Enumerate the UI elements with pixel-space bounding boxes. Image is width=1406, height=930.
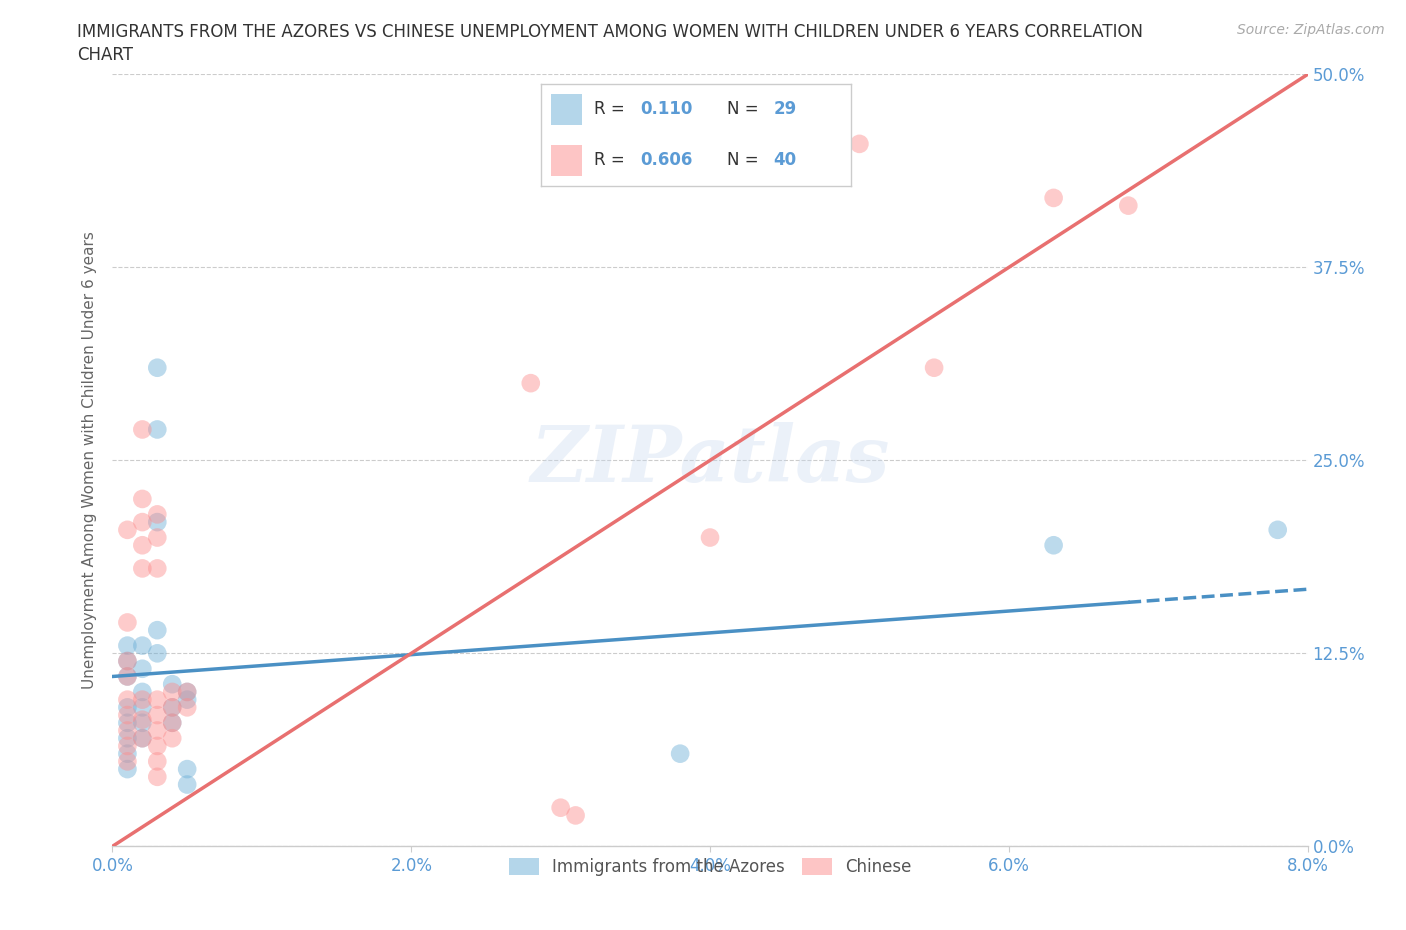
Point bbox=[520, 376, 543, 391]
Point bbox=[1042, 538, 1064, 552]
Point bbox=[162, 684, 183, 699]
Point bbox=[131, 712, 153, 727]
Point bbox=[1118, 198, 1140, 213]
Point bbox=[146, 738, 169, 753]
Point bbox=[131, 514, 153, 529]
Point bbox=[117, 762, 139, 777]
Point bbox=[117, 523, 139, 538]
Point bbox=[131, 422, 153, 437]
Text: 29: 29 bbox=[773, 100, 797, 118]
Point bbox=[162, 700, 183, 715]
Text: R =: R = bbox=[593, 152, 630, 169]
Point bbox=[669, 746, 692, 761]
Text: IMMIGRANTS FROM THE AZORES VS CHINESE UNEMPLOYMENT AMONG WOMEN WITH CHILDREN UND: IMMIGRANTS FROM THE AZORES VS CHINESE UN… bbox=[77, 23, 1143, 41]
Point bbox=[117, 724, 139, 738]
Text: 0.110: 0.110 bbox=[640, 100, 693, 118]
Point bbox=[131, 731, 153, 746]
Point bbox=[550, 800, 572, 815]
Point bbox=[848, 137, 870, 152]
Text: Source: ZipAtlas.com: Source: ZipAtlas.com bbox=[1237, 23, 1385, 37]
Point bbox=[131, 538, 153, 552]
Point bbox=[117, 654, 139, 669]
Point bbox=[146, 754, 169, 769]
Point bbox=[146, 530, 169, 545]
Point bbox=[131, 638, 153, 653]
Point bbox=[162, 677, 183, 692]
Point bbox=[131, 684, 153, 699]
Text: R =: R = bbox=[593, 100, 630, 118]
Text: 0.606: 0.606 bbox=[640, 152, 693, 169]
Point bbox=[146, 692, 169, 707]
Text: CHART: CHART bbox=[77, 46, 134, 64]
Point bbox=[131, 692, 153, 707]
Point bbox=[131, 661, 153, 676]
Point bbox=[162, 731, 183, 746]
Point bbox=[176, 700, 198, 715]
Point bbox=[146, 514, 169, 529]
Point bbox=[131, 731, 153, 746]
Text: 40: 40 bbox=[773, 152, 796, 169]
Point bbox=[146, 708, 169, 723]
Point bbox=[117, 615, 139, 630]
Point bbox=[146, 422, 169, 437]
Y-axis label: Unemployment Among Women with Children Under 6 years: Unemployment Among Women with Children U… bbox=[82, 232, 97, 689]
Bar bbox=[551, 94, 582, 125]
Point bbox=[146, 561, 169, 576]
Bar bbox=[551, 145, 582, 176]
Point bbox=[117, 708, 139, 723]
Text: N =: N = bbox=[727, 100, 763, 118]
Point bbox=[176, 762, 198, 777]
Point bbox=[131, 700, 153, 715]
Point bbox=[146, 623, 169, 638]
Point bbox=[131, 561, 153, 576]
Point bbox=[146, 507, 169, 522]
Point bbox=[117, 738, 139, 753]
Point bbox=[117, 731, 139, 746]
Point bbox=[176, 777, 198, 792]
Point bbox=[146, 769, 169, 784]
Point bbox=[176, 684, 198, 699]
Legend: Immigrants from the Azores, Chinese: Immigrants from the Azores, Chinese bbox=[501, 849, 920, 884]
Point bbox=[162, 715, 183, 730]
Point bbox=[117, 746, 139, 761]
Point bbox=[117, 692, 139, 707]
Point bbox=[117, 754, 139, 769]
Point bbox=[117, 654, 139, 669]
Text: ZIPatlas: ZIPatlas bbox=[530, 422, 890, 498]
Point bbox=[1042, 191, 1064, 206]
Point bbox=[162, 715, 183, 730]
Point bbox=[146, 360, 169, 375]
Point bbox=[146, 724, 169, 738]
Point bbox=[131, 715, 153, 730]
Point bbox=[162, 700, 183, 715]
Point bbox=[117, 669, 139, 684]
Point bbox=[146, 646, 169, 661]
Point bbox=[117, 715, 139, 730]
Point bbox=[1267, 523, 1289, 538]
Point bbox=[699, 530, 721, 545]
Point bbox=[176, 692, 198, 707]
Text: N =: N = bbox=[727, 152, 763, 169]
Point bbox=[564, 808, 586, 823]
Point bbox=[117, 669, 139, 684]
Point bbox=[117, 700, 139, 715]
Point bbox=[117, 638, 139, 653]
Point bbox=[131, 491, 153, 506]
Point bbox=[922, 360, 945, 375]
Point bbox=[176, 684, 198, 699]
